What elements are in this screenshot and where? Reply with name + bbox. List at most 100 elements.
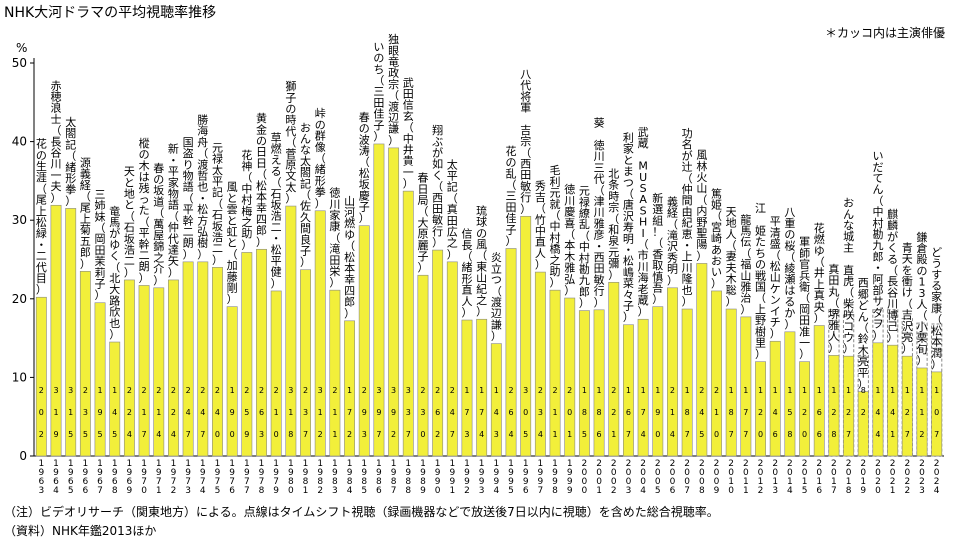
bar-title-label: 毛利元就（中村橋之助） (550, 164, 561, 289)
bar-value-digit: 1 (332, 408, 337, 417)
bar-value-digit: 2 (450, 386, 455, 395)
bar (446, 261, 458, 457)
y-tick-label: 10 (12, 370, 27, 384)
bar (813, 325, 825, 457)
bar-value-digit: 5 (787, 408, 792, 417)
bar-title-label: 鎌倉殿の 1 3 人（小栗旬） (916, 230, 927, 367)
bar-value-digit: 7 (479, 408, 484, 417)
bar-title-label: 太平記（真田広之） (447, 158, 458, 261)
bar-title-label: おんな太閤記（佐久間良子） (300, 121, 311, 268)
source-note: （資料）NHK年鑑2013ほか (4, 524, 157, 538)
bar-value-digit: 8 (582, 408, 587, 417)
bar-title-label: 琉球の風（東山紀之） (476, 203, 487, 318)
bar-value-digit: 2 (846, 408, 851, 417)
bar-value-digit: 7 (743, 408, 748, 417)
bar-value-digit: 5 (699, 430, 704, 439)
bar-value-digit: 2 (347, 430, 352, 439)
bar (123, 279, 135, 457)
bar-value-digit: 2 (802, 408, 807, 417)
bar (153, 287, 165, 457)
bar-value-digit: 1 (685, 386, 690, 395)
bar-value-digit: 2 (244, 386, 249, 395)
bar (637, 318, 649, 457)
bar-value-digit: 0 (655, 430, 660, 439)
bar-value-digit: 1 (934, 386, 939, 395)
bar-title-label: 軍師官兵衛（岡田准一） (799, 236, 810, 361)
bar-title-label: 青天を衝け（吉沢亮） (902, 241, 913, 355)
bar-value-digit: 4 (200, 408, 205, 417)
bar-value-digit: 4 (186, 408, 191, 417)
bar-title-label: 翔ぶが如く（西田敏行） (432, 123, 443, 249)
bar (667, 287, 678, 457)
bar-title-label: 義経（滝沢秀明） (667, 194, 678, 286)
bar-value-digit: 4 (699, 408, 704, 417)
bar-value-digit: 0 (420, 430, 425, 439)
bar (285, 205, 297, 457)
bar (578, 310, 590, 457)
bar-title-label: いだてん（中村勘九郎・阿部サダヲ） (872, 150, 883, 342)
bar-value-digit: 1 (479, 386, 484, 395)
bar-value-digit: 8 (831, 430, 836, 439)
bar-value-digit: 1 (729, 386, 734, 395)
bar-value-digit: 4 (156, 430, 161, 439)
bar-value-digit: 1 (68, 408, 73, 417)
bar-value-digit: 4 (641, 430, 646, 439)
bar (212, 267, 223, 457)
bar-value-digit: 4 (875, 430, 880, 439)
bar-title-label: 樅の木は残った（平幹二朗） (139, 137, 150, 284)
bar-value-digit: 9 (362, 408, 367, 417)
bar (226, 306, 238, 457)
bar-title-label: 利家とまつ（唐沢寿明・松嶋菜々子） (623, 132, 634, 324)
bar-value-digit: 0 (758, 430, 763, 439)
bar-value-digit: 1 (758, 386, 763, 395)
bar (520, 215, 532, 457)
bar-value-digit: 1 (831, 386, 836, 395)
bar-value-digit: 1 (274, 408, 279, 417)
bar-value-digit: 4 (112, 408, 117, 417)
bar-title-label: 元禄太平記（石坂浩二） (212, 141, 223, 266)
bar-value-digit: 7 (142, 430, 147, 439)
footnote: （注）ビデオリサーチ（関東地方）による。点線はタイムシフト視聴（録画機器などで放… (4, 505, 719, 519)
bar-title-label: 新・平家物語（仲代達矢） (168, 142, 179, 279)
bar (711, 290, 722, 457)
bar-value-digit: 6 (626, 408, 631, 417)
bar-title-label: 信長（緒形直人） (461, 228, 472, 319)
bar-value-digit: 1 (817, 386, 822, 395)
bar-value-digit: 0 (523, 408, 528, 417)
bar-value-digit: 1 (582, 386, 587, 395)
bar-value-digit: 2 (303, 386, 308, 395)
bar-value-digit: 1 (890, 386, 895, 395)
bar-value-digit: 2 (39, 386, 44, 395)
bar-value-digit: 1 (567, 430, 572, 439)
bar-value-digit: 1 (318, 408, 323, 417)
bar-title-label: 武蔵 M U S A S H I （市川海老蔵） (638, 126, 649, 318)
bar-title-label: 八重の桜（綾瀬はるか） (784, 206, 795, 331)
bar-value-digit: 6 (435, 408, 440, 417)
bar-title-label: 炎立つ（渡辺謙） (491, 251, 502, 342)
bar-value-digit: 3 (538, 408, 543, 417)
bar-value-digit: 4 (773, 408, 778, 417)
bar (872, 342, 884, 457)
bar-value-digit: 0 (274, 430, 279, 439)
bar-title-label: 黄金の日日（松本幸四郎） (256, 111, 267, 248)
bar-value-digit: 7 (905, 430, 910, 439)
